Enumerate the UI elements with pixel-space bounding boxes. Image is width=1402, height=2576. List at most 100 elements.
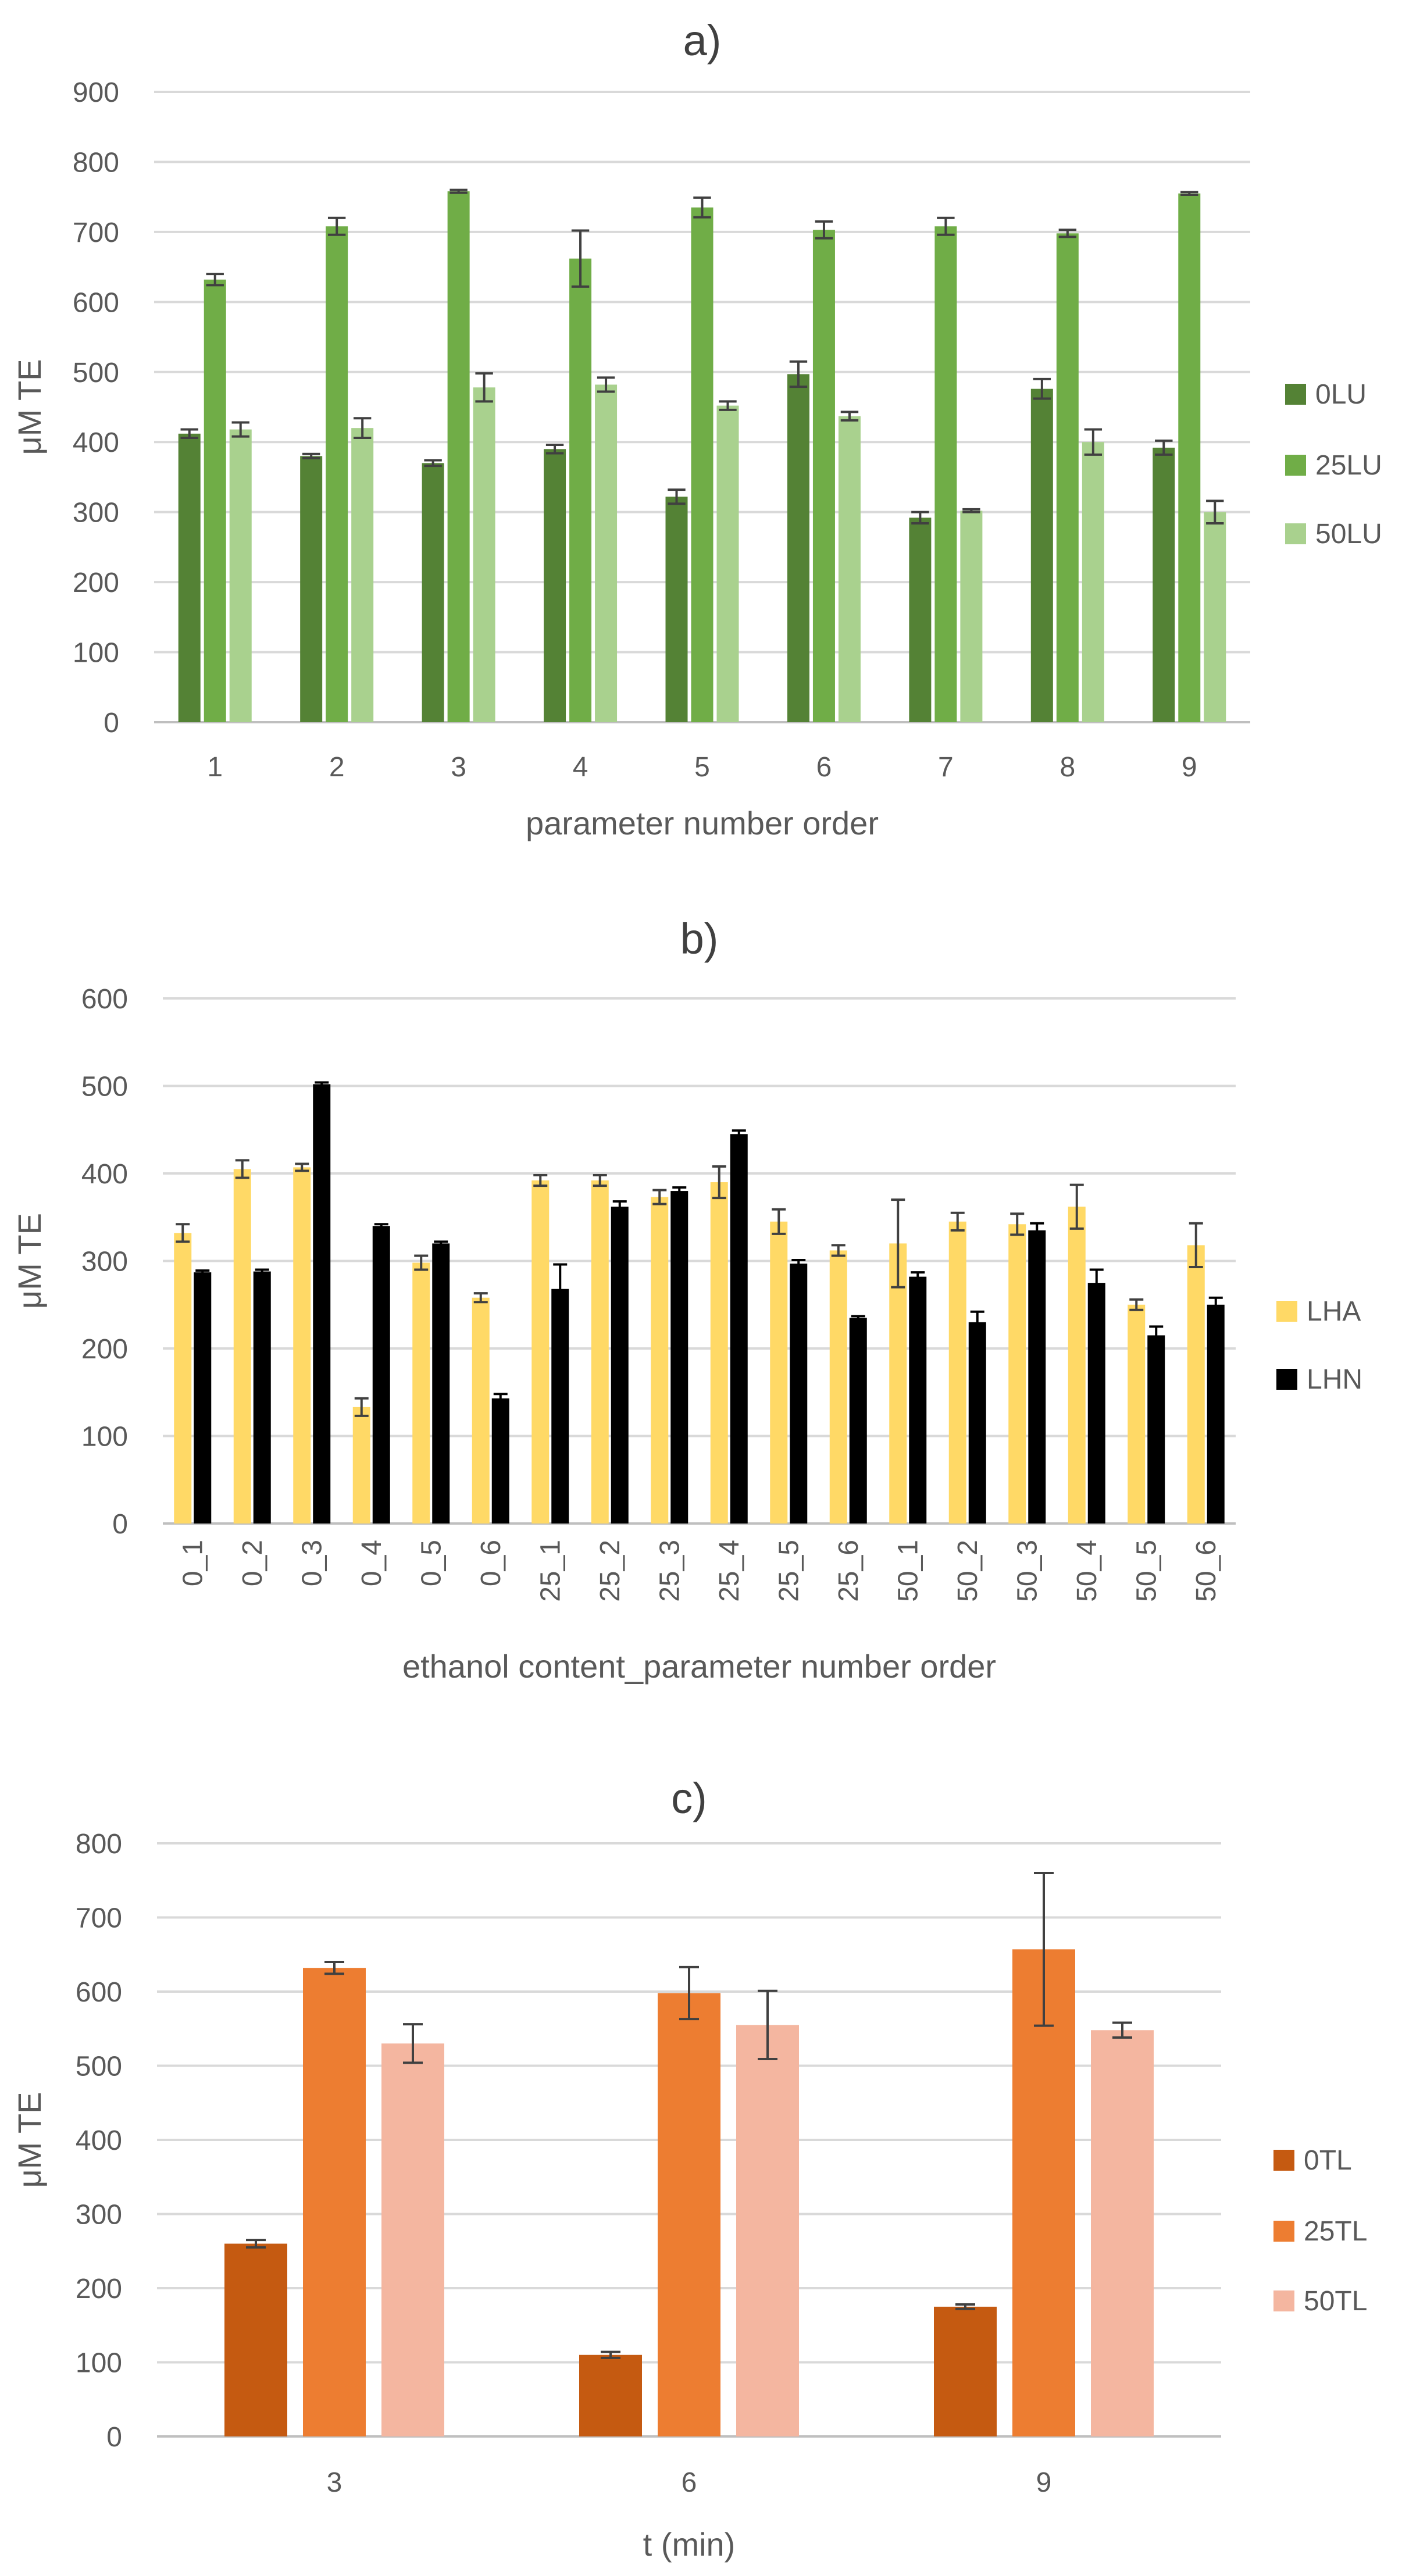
chart-b-bar-LHN-50_1 [909,1276,927,1524]
chart-b-bar-LHN-25_2 [611,1207,629,1524]
chart-b-errorbar-LHA-25_2 [593,1174,607,1187]
chart-c-bar-0TL-3 [224,2243,287,2436]
chart-a-xtick-label: 4 [573,752,588,783]
chart-a-bar-25LU-4 [569,258,592,722]
chart-a-errorbar-25LU-7 [937,216,955,236]
chart-a-bar-25LU-2 [326,226,348,723]
chart-a-ytick-label: 300 [73,498,119,529]
chart-b-xtick-label: 25_1 [535,1540,566,1602]
chart-c-ytick-label: 400 [76,2125,122,2156]
chart-b-bar-LHN-0_3 [313,1084,331,1524]
chart-b-bar-LHN-50_2 [968,1322,986,1524]
chart-b-errorbar-LHN-25_5 [791,1258,806,1269]
chart-c-ytick-label: 500 [76,2051,122,2082]
chart-a-bar-50LU-7 [960,511,983,722]
chart-b-errorbar-LHA-0_6 [473,1292,488,1304]
chart-b-bar-LHN-25_6 [849,1318,867,1524]
chart-a-errorbar-50LU-5 [719,400,737,411]
chart-b-errorbar-LHA-25_5 [772,1208,786,1235]
chart-c-ytick-label: 600 [76,1977,122,2008]
chart-b-svg: b) 0 100 200 300 400 500 600 μM TE 0_1 0_2 0_3 0_4 0_… [11,915,1362,1685]
chart-a-xtick-label: 1 [207,752,223,783]
chart-a-bar-25LU-7 [934,226,957,723]
chart-c-ytick-label: 300 [76,2200,122,2231]
chart-a-errorbar-50LU-7 [962,508,980,513]
chart-c: c) 0 100 200 300 400 500 600 700 800 μM TE 3 6 9 t (mi… [0,1721,1402,2576]
chart-b-xtick-label: 50_6 [1191,1540,1222,1602]
chart-b-errorbar-LHA-0_4 [354,1397,369,1417]
chart-c-errorbar-0TL-6 [601,2350,620,2359]
chart-a-ytick-label: 500 [73,358,119,388]
chart-a-bar-0LU-2 [300,456,323,722]
chart-c-title: c) [671,1774,707,1822]
chart-b-bar-LHA-50_6 [1187,1245,1205,1524]
chart-a-errorbar-0LU-5 [668,488,686,505]
chart-a-bar-50LU-6 [838,416,861,722]
chart-b-errorbar-LHN-25_3 [672,1186,687,1196]
chart-b-errorbar-LHA-0_2 [235,1159,249,1179]
chart-a-bar-50LU-8 [1082,442,1104,722]
chart-a-ytick-label: 900 [73,77,119,108]
chart-b-xtick-label: 0_6 [476,1540,506,1586]
chart-b-errorbar-LHN-50_1 [911,1271,925,1283]
chart-b-xtick-label: 0_1 [177,1540,208,1586]
chart-b-xtick-label: 0_5 [416,1540,447,1586]
chart-a-xtick-label: 3 [451,752,466,783]
chart-b-xtick-label: 50_5 [1131,1540,1162,1602]
chart-b-errorbar-LHN-50_5 [1149,1325,1164,1346]
chart-b-errorbar-LHA-50_3 [1010,1212,1025,1236]
chart-b-bar-LHN-25_4 [730,1134,748,1524]
chart-a-title: a) [683,16,722,65]
chart-b-errorbar-LHN-50_4 [1089,1268,1104,1297]
chart-a-errorbar-50LU-6 [840,411,859,422]
chart-a-xlabel: parameter number order [526,805,879,841]
chart-b-ytick-label: 100 [81,1422,128,1453]
chart-b-xtick-label: 50_4 [1072,1540,1103,1602]
chart-a-bar-25LU-9 [1178,193,1201,723]
chart-b-xtick-label: 25_5 [773,1540,804,1602]
chart-a-bar-50LU-1 [229,429,252,722]
chart-c-errorbar-25TL-6 [679,1965,699,2021]
chart-b-bar-LHN-0_6 [491,1398,509,1524]
chart-b-errorbar-LHN-0_1 [195,1269,210,1276]
chart-b-ytick-label: 300 [81,1247,128,1278]
chart-a-ylabel: μM TE [11,359,48,455]
chart-b-bar-LHN-0_1 [194,1272,212,1524]
chart-a-bar-0LU-5 [665,497,688,722]
chart-a-legend-label-0LU: 0LU [1315,379,1367,410]
chart-c-errorbar-50TL-3 [403,2023,423,2064]
chart-b-errorbar-LHN-0_4 [374,1223,388,1229]
chart-c-xtick-label: 9 [1036,2467,1052,2498]
chart-b-legend-swatch-LHN [1276,1369,1297,1390]
chart-b-errorbar-LHA-50_5 [1129,1298,1144,1311]
chart-b-xtick-label: 25_3 [654,1540,685,1602]
chart-c-errorbar-25TL-9 [1034,1872,1054,2027]
chart-c-bar-25TL-3 [303,1968,366,2436]
chart-c-bar-50TL-3 [381,2043,444,2436]
chart-c-bar-50TL-9 [1091,2030,1154,2436]
chart-c-ytick-label: 700 [76,1903,122,1934]
chart-b-errorbar-LHN-50_3 [1030,1222,1044,1239]
chart-a-errorbar-50LU-3 [475,372,493,403]
chart-a-errorbar-0LU-1 [180,428,198,439]
chart-a-bar-25LU-5 [691,207,714,722]
chart-b-bar-LHN-50_6 [1207,1304,1225,1524]
chart-b-errorbar-LHA-50_1 [891,1198,905,1289]
chart-a-errorbar-25LU-5 [693,196,711,219]
chart-b-errorbar-LHN-50_6 [1208,1296,1223,1313]
chart-c-errorbar-0TL-9 [955,2303,975,2310]
chart-b-errorbar-LHA-50_6 [1189,1222,1203,1269]
chart-c-ylabel: μM TE [11,2092,48,2188]
chart-a-bar-25LU-6 [812,230,835,723]
chart-a-bar-50LU-3 [473,387,495,722]
chart-a-bar-50LU-5 [716,405,739,722]
chart-a-ytick-label: 700 [73,217,119,248]
chart-b-bar-LHA-25_2 [591,1180,609,1524]
chart-a-bar-25LU-3 [447,191,470,722]
chart-a-bar-50LU-2 [351,428,374,722]
chart-b-errorbar-LHN-25_6 [851,1315,865,1321]
chart-c-legend-swatch-0TL [1273,2150,1294,2171]
chart-b-xtick-label: 50_3 [1012,1540,1043,1602]
chart-b-ytick-label: 600 [81,984,128,1015]
chart-a-errorbar-0LU-4 [545,444,564,455]
